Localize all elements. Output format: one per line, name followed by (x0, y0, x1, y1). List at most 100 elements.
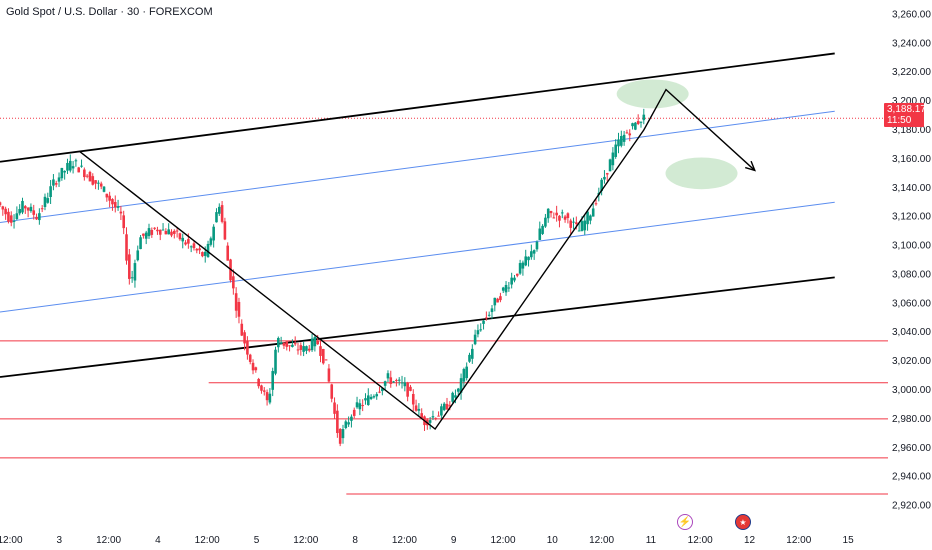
y-tick-label: 3,020.00 (892, 356, 931, 367)
candle-body (285, 341, 289, 347)
candle-body (341, 429, 345, 439)
candle-body (77, 167, 81, 173)
candle-body (189, 246, 193, 248)
candle-body (631, 123, 634, 127)
candle-body (299, 345, 303, 350)
inner-channel-line (0, 110, 835, 223)
candle-body (234, 293, 238, 311)
candle-body (378, 391, 381, 393)
candle-body (54, 183, 58, 185)
candle-body (532, 250, 536, 254)
x-tick-label: 11 (646, 535, 657, 546)
candle-body (246, 341, 249, 355)
candle-body (158, 229, 162, 235)
candle-body (485, 317, 488, 319)
candle-body (201, 252, 204, 257)
candle-body (625, 132, 629, 134)
candle-body (282, 342, 286, 346)
candle-body (83, 169, 86, 178)
candle-body (560, 212, 564, 214)
x-tick-label: 3 (57, 535, 63, 546)
candle-body (268, 393, 272, 403)
x-tick-label: 12 (744, 535, 756, 546)
candle-body (434, 418, 438, 420)
candle-body (535, 241, 539, 250)
candle-body (330, 384, 334, 399)
candle-body (288, 345, 291, 347)
candle-body (274, 349, 277, 374)
candle-body (119, 211, 123, 214)
arrow-head (745, 160, 756, 172)
candle-body (128, 254, 131, 279)
candle-body (577, 230, 581, 232)
candle-body (24, 206, 27, 209)
candle-body (142, 233, 145, 236)
x-tick-label: 12:00 (392, 535, 417, 546)
lightning-icon[interactable]: ⚡ (677, 514, 693, 530)
candle-body (471, 348, 474, 359)
candle-body (569, 220, 573, 228)
x-tick-label: 12:00 (786, 535, 811, 546)
candle-body (257, 378, 260, 387)
candle-body (620, 136, 623, 146)
candle-body (217, 206, 221, 214)
y-tick-label: 3,240.00 (892, 38, 931, 49)
candle-body (38, 213, 41, 221)
y-tick-label: 3,060.00 (892, 298, 931, 309)
candle-body (153, 227, 156, 229)
candle-body (549, 210, 553, 214)
outer-channel-line (0, 276, 835, 378)
candle-body (248, 354, 252, 362)
y-tick-label: 3,000.00 (892, 385, 931, 396)
candle-body (88, 171, 92, 182)
candle-body (451, 392, 454, 402)
candle-body (327, 368, 331, 382)
candle-body (603, 176, 606, 180)
candle-body (507, 287, 511, 289)
candle-body (7, 211, 10, 222)
x-tick-label: 8 (352, 535, 358, 546)
candle-body (29, 206, 33, 212)
x-tick-label: 5 (254, 535, 260, 546)
candle-body (232, 276, 235, 289)
candle-body (459, 378, 463, 393)
candle-body (352, 409, 356, 416)
y-tick-label: 3,180.00 (892, 125, 931, 136)
candle-body (307, 348, 311, 351)
candle-body (102, 186, 106, 192)
candle-body (136, 250, 140, 261)
candle-body (57, 177, 61, 182)
target-zone (665, 157, 738, 190)
us-flag-event-icon[interactable]: ★ (735, 514, 751, 530)
candle-body (448, 405, 452, 407)
candle-body (369, 396, 373, 400)
candle-body (316, 341, 319, 345)
candle-body (504, 285, 508, 293)
candle-body (60, 167, 64, 179)
x-tick-label: 12:00 (293, 535, 318, 546)
candle-body (164, 231, 168, 235)
candle-body (496, 298, 499, 303)
candle-body (591, 208, 595, 217)
candle-body (52, 179, 55, 186)
candle-body (0, 202, 2, 206)
candle-body (409, 386, 412, 391)
x-tick-label: 12:00 (688, 535, 713, 546)
candle-body (397, 379, 401, 381)
candle-body (440, 406, 443, 416)
candle-body (68, 160, 72, 171)
candle-body (350, 416, 353, 421)
candle-body (220, 205, 224, 222)
y-tick-label: 3,080.00 (892, 269, 931, 280)
x-tick-label: 4 (155, 535, 161, 546)
candle-body (150, 229, 154, 235)
candle-body (518, 263, 522, 274)
candle-body (465, 366, 468, 379)
candle-body (456, 388, 460, 392)
candle-body (642, 114, 646, 121)
candle-body (21, 200, 24, 213)
candle-body (271, 371, 275, 390)
candle-body (454, 395, 457, 398)
candle-body (487, 314, 491, 316)
